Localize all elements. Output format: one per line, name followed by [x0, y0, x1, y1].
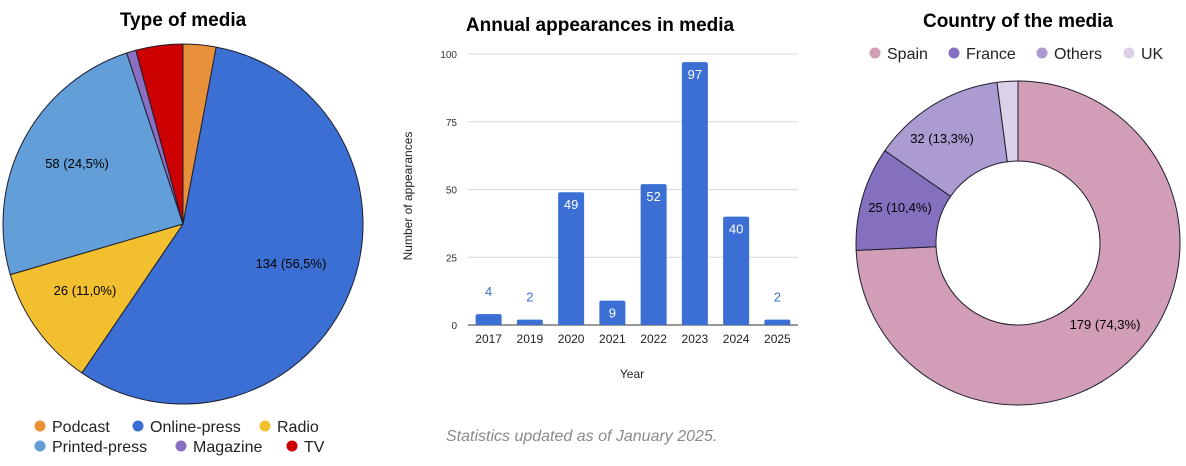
annual-appearances-chart: Annual appearances in media 0 25 50 75 100 4…: [401, 15, 798, 381]
legend-dot-others: [1036, 47, 1048, 59]
x-tick-label: 2020: [558, 332, 585, 346]
annual-appearances-chart-title: Annual appearances in media: [466, 15, 735, 36]
pie-slice-tv: [135, 43, 184, 225]
legend-dot-online-press: [132, 420, 144, 432]
donut-slice-spain: [855, 80, 1181, 406]
footer-note: Statistics updated as of January 2025.: [446, 428, 718, 445]
x-tick-label: 2022: [640, 332, 667, 346]
legend-dot-tv: [286, 440, 298, 452]
bar-value-label-2024: 40: [729, 222, 743, 237]
x-tick-label: 2024: [723, 332, 750, 346]
x-tick-label: 2021: [599, 332, 626, 346]
pie-slice-label-radio: 26 (11,0%): [54, 283, 117, 298]
bar-value-label-2021: 9: [609, 306, 616, 321]
media-country-chart-title: Country of the media: [923, 11, 1113, 32]
y-axis-label: Number of appearances: [401, 132, 415, 261]
legend-item-spain: Spain: [887, 46, 928, 63]
legend-item-others: Others: [1054, 46, 1102, 63]
bar-2024: [723, 216, 750, 325]
media-type-chart: Type of media 134 (56,5%) 26 (11,0%) 58 (2…: [2, 10, 364, 456]
x-tick-label: 2025: [764, 332, 791, 346]
legend-item-uk: UK: [1141, 46, 1164, 63]
legend-dot-magazine: [175, 440, 187, 452]
x-tick-label: 2017: [475, 332, 502, 346]
y-tick-label: 25: [446, 253, 458, 264]
bar-value-label-2022: 52: [646, 189, 660, 204]
legend-item-tv: TV: [304, 439, 325, 456]
bar-2017: [475, 314, 502, 325]
bar-value-label-2017: 4: [485, 284, 492, 299]
pie-slice-label-printed-press: 58 (24,5%): [45, 156, 109, 171]
legend-dot-radio: [259, 420, 271, 432]
donut-slice-label-others: 32 (13,3%): [910, 131, 974, 146]
bar-value-label-2019: 2: [526, 290, 533, 305]
legend-item-printed-press: Printed-press: [52, 439, 147, 456]
legend-dot-spain: [869, 47, 881, 59]
x-tick-label: 2023: [682, 332, 709, 346]
bar-2025: [764, 319, 791, 325]
bar-value-label-2020: 49: [564, 197, 578, 212]
legend-item-france: France: [966, 46, 1016, 63]
pie-slice-radio: [9, 223, 185, 374]
donut-slice-label-spain: 179 (74,3%): [1070, 317, 1141, 332]
donut-slice-uk: [996, 80, 1019, 163]
y-tick-label: 0: [451, 321, 457, 332]
pie-slice-online-press: [81, 46, 364, 405]
x-axis-label: Year: [620, 367, 644, 381]
media-type-chart-title: Type of media: [120, 10, 247, 31]
bar-value-label-2025: 2: [774, 290, 781, 305]
bar-2023: [681, 62, 708, 325]
x-tick-label: 2019: [517, 332, 544, 346]
legend-dot-podcast: [34, 420, 46, 432]
legend-item-magazine: Magazine: [193, 439, 262, 456]
bar-2022: [640, 184, 667, 325]
media-country-chart: Country of the media Spain France Others UK…: [855, 11, 1181, 406]
y-tick-label: 75: [446, 118, 458, 129]
legend-dot-printed-press: [34, 440, 46, 452]
y-tick-label: 50: [446, 186, 458, 197]
legend-item-podcast: Podcast: [52, 419, 110, 436]
pie-slice-label-online-press: 134 (56,5%): [256, 256, 327, 271]
pie-slice-printed-press: [2, 52, 184, 276]
bar-2021: [599, 300, 626, 325]
y-tick-label: 100: [440, 50, 457, 61]
legend-dot-france: [948, 47, 960, 59]
bar-2019: [516, 319, 543, 325]
donut-slice-label-france: 25 (10,4%): [868, 200, 932, 215]
bar-value-label-2023: 97: [688, 67, 702, 82]
legend-item-radio: Radio: [277, 419, 319, 436]
bar-2020: [558, 192, 585, 325]
legend-dot-uk: [1123, 47, 1135, 59]
legend-item-online-press: Online-press: [150, 419, 241, 436]
